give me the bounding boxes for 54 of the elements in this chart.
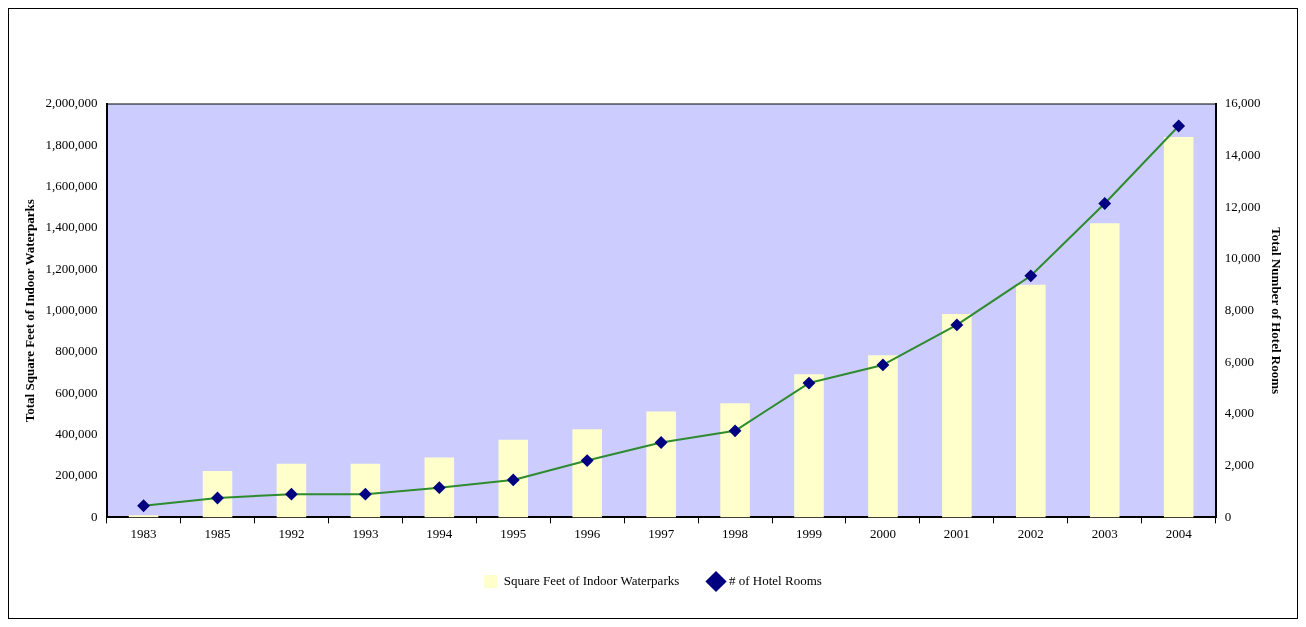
x-tick-label: 1995 — [500, 525, 527, 541]
x-tick-label: 1998 — [722, 525, 749, 541]
y-tick-label: 1,200,000 — [45, 260, 98, 276]
y-tick-label: 600,000 — [55, 384, 98, 400]
x-tick-label: 1992 — [278, 525, 305, 541]
bar — [646, 411, 676, 518]
y-tick-label: 200,000 — [55, 467, 98, 483]
x-tick-label: 1997 — [648, 525, 675, 541]
y-tick-label: 1,800,000 — [45, 136, 98, 152]
bar — [942, 314, 972, 518]
y-tick-label: 800,000 — [55, 343, 98, 359]
x-tick-label: 1994 — [426, 525, 453, 541]
y2-axis-title: Total Number of Hotel Rooms — [1268, 227, 1284, 395]
y-tick-label: 400,000 — [55, 426, 98, 442]
y2-tick-label: 10,000 — [1224, 250, 1261, 266]
bar — [424, 457, 455, 518]
bar — [1016, 284, 1046, 518]
y2-tick-label: 12,000 — [1224, 198, 1261, 214]
y-tick-label: 1,600,000 — [45, 178, 98, 194]
x-tick-label: 1999 — [796, 525, 822, 541]
bar — [202, 470, 233, 518]
y2-tick-label: 14,000 — [1224, 147, 1261, 163]
bar — [350, 463, 381, 518]
x-tick-label: 2002 — [1017, 525, 1044, 541]
y2-tick-label: 8,000 — [1224, 302, 1254, 318]
x-tick-label: 1993 — [352, 525, 379, 541]
y2-tick-label: 2,000 — [1224, 457, 1254, 473]
y-tick-label: 1,400,000 — [45, 219, 98, 235]
bar — [868, 355, 898, 518]
bar — [276, 463, 307, 518]
x-tick-label: 2004 — [1165, 525, 1193, 541]
x-tick-label: 2000 — [869, 525, 896, 541]
x-tick-label: 2003 — [1091, 525, 1118, 541]
y2-tick-label: 6,000 — [1224, 353, 1254, 369]
legend-label: # of Hotel Rooms — [729, 572, 822, 588]
y-tick-label: 0 — [91, 508, 98, 524]
legend-label: Square Feet of Indoor Waterparks — [503, 572, 680, 588]
bar — [1163, 137, 1194, 518]
bar — [794, 374, 824, 518]
x-tick-label: 1985 — [204, 525, 231, 541]
y-axis-title: Total Square Feet of Indoor Waterparks — [22, 199, 38, 423]
y2-tick-label: 0 — [1224, 508, 1232, 524]
x-tick-label: 1996 — [574, 525, 601, 541]
x-tick-label: 2001 — [943, 525, 970, 541]
bar — [720, 403, 750, 518]
bar — [498, 439, 529, 518]
y-tick-label: 1,000,000 — [45, 302, 98, 318]
bar — [572, 429, 602, 518]
x-tick-label: 1983 — [130, 525, 157, 541]
y2-tick-label: 4,000 — [1224, 405, 1254, 421]
bar — [128, 515, 159, 518]
y2-tick-label: 16,000 — [1224, 95, 1261, 111]
bar — [1089, 223, 1120, 518]
y-tick-label: 2,000,000 — [45, 95, 98, 111]
